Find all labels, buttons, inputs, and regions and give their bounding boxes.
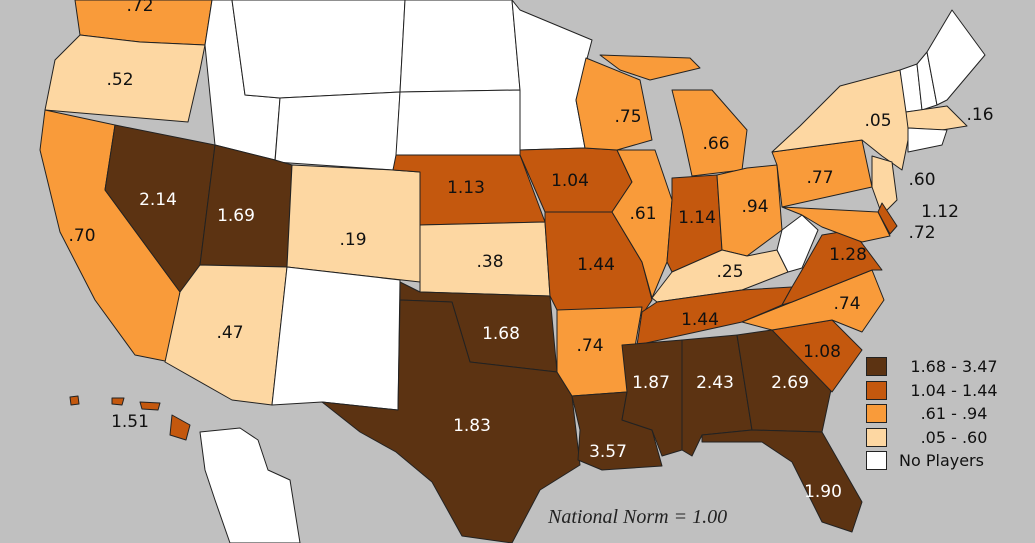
state-hi: [169, 414, 191, 441]
state-value-tn: 1.44: [681, 310, 719, 330]
state-hi: [139, 401, 161, 411]
legend-swatch: [866, 427, 887, 447]
state-value-ky: .25: [716, 262, 743, 282]
legend: 1.68 - 3.47 1.04 - 1.44 .61 - .94 .05 - …: [866, 355, 1009, 473]
state-value-al: 2.43: [696, 373, 734, 393]
state-nd: [399, 0, 521, 93]
state-mi: [671, 89, 748, 177]
legend-item: No Players: [866, 449, 1009, 473]
legend-item: 1.68 - 3.47: [866, 355, 1009, 379]
state-wy: [274, 91, 401, 171]
state-sd: [395, 89, 521, 156]
state-co: [286, 164, 421, 283]
state-wv: [776, 214, 819, 273]
state-value-fl: 1.90: [804, 482, 842, 502]
state-value-hi: 1.51: [111, 412, 149, 432]
state-hi: [111, 397, 125, 406]
state-ga: [736, 329, 833, 433]
state-value-wi: .75: [614, 107, 641, 127]
state-value-ok: 1.68: [482, 324, 520, 344]
state-value-ga: 2.69: [771, 373, 809, 393]
legend-swatch: [866, 380, 887, 400]
state-value-oh: .94: [741, 197, 768, 217]
state-value-co: .19: [339, 230, 366, 250]
state-tx: [321, 299, 581, 543]
state-value-tx: 1.83: [453, 416, 491, 436]
state-value-ne: 1.13: [447, 178, 485, 198]
state-value-de: 1.12: [921, 202, 959, 222]
state-hi: [69, 395, 80, 406]
state-value-la: 3.57: [589, 442, 627, 462]
state-value-mi: .66: [702, 134, 729, 154]
state-value-nj: .60: [908, 170, 935, 190]
state-me: [926, 9, 986, 106]
state-md: [781, 206, 891, 243]
state-value-sc: 1.08: [803, 342, 841, 362]
state-value-nc: .74: [833, 294, 860, 314]
state-mt: [231, 0, 406, 99]
legend-item: .61 - .94: [866, 402, 1009, 426]
legend-label: .05 - .60: [920, 427, 988, 447]
legend-label: No Players: [899, 451, 984, 471]
state-mn: [511, 0, 593, 151]
national-norm-note: National Norm = 1.00: [548, 506, 728, 528]
state-value-ny: .05: [864, 111, 891, 131]
legend-label: 1.04 - 1.44: [910, 380, 998, 400]
state-value-mo: 1.44: [577, 255, 615, 275]
legend-label: .61 - .94: [920, 404, 988, 424]
state-fl: [701, 429, 863, 533]
state-value-ia: 1.04: [551, 171, 589, 191]
state-nj: [871, 155, 898, 216]
legend-swatch: [866, 404, 887, 424]
state-value-pa: .77: [806, 168, 833, 188]
state-value-ar: .74: [576, 336, 603, 356]
state-value-or: .52: [106, 70, 133, 90]
state-value-wa: .72: [126, 0, 153, 16]
legend-item: 1.04 - 1.44: [866, 379, 1009, 403]
state-nm: [271, 266, 401, 411]
legend-item: .05 - .60: [866, 426, 1009, 450]
state-value-il: .61: [629, 204, 656, 224]
state-value-md: .72: [908, 223, 935, 243]
state-value-ma: .16: [966, 105, 993, 125]
state-mi: [599, 54, 701, 81]
state-ak: [199, 427, 301, 543]
state-value-in: 1.14: [678, 208, 716, 228]
state-value-va: 1.28: [829, 245, 867, 265]
state-value-ks: .38: [476, 252, 503, 272]
state-value-ut: 1.69: [217, 206, 255, 226]
state-value-ms: 1.87: [632, 373, 670, 393]
state-value-nv: 2.14: [139, 190, 177, 210]
legend-label: 1.68 - 3.47: [910, 357, 998, 377]
state-ma: [905, 105, 968, 131]
legend-swatch: [866, 357, 887, 377]
state-or: [44, 34, 206, 123]
state-ct: [907, 127, 948, 153]
state-de: [877, 202, 898, 235]
state-value-az: .47: [216, 323, 243, 343]
legend-swatch: [866, 451, 887, 471]
state-value-ca: .70: [68, 226, 95, 246]
